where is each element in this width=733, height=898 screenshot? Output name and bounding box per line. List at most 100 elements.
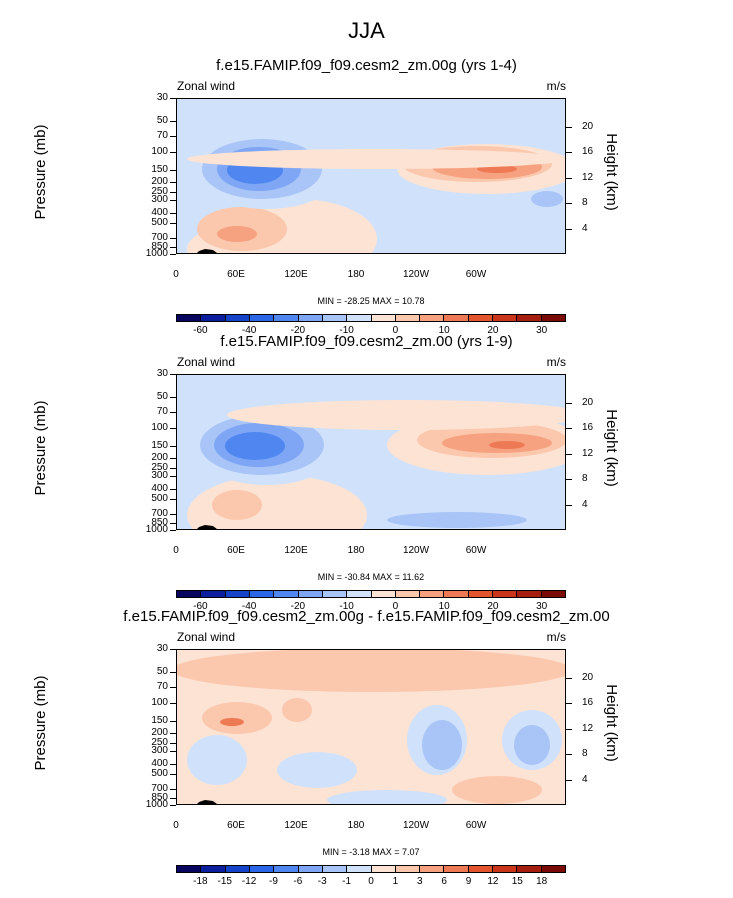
height-tick [566, 677, 572, 679]
pressure-tick [170, 743, 176, 745]
contour-region [531, 191, 563, 207]
pressure-tick [170, 764, 176, 766]
colorbar-swatch [395, 866, 421, 872]
pressure-tick-label: 250 [151, 186, 168, 198]
colorbar-swatch [298, 315, 323, 321]
x-tick-label: 120W [402, 545, 430, 556]
colorbar-swatch [177, 591, 202, 597]
height-tick-label: 16 [582, 146, 594, 158]
colorbar-swatch [541, 315, 565, 321]
contour-region [187, 735, 247, 785]
height-tick-label: 8 [582, 197, 588, 209]
colorbar-label: -20 [290, 325, 306, 336]
colorbar-swatch [420, 591, 445, 597]
colorbar-swatch [371, 591, 396, 597]
colorbar-swatch [517, 866, 542, 872]
colorbar-swatch [493, 591, 518, 597]
contour-region [220, 718, 244, 726]
variable-label: Zonal wind [177, 630, 236, 644]
pressure-tick-label: 150 [151, 163, 168, 175]
colorbar-swatch [177, 315, 202, 321]
y2-axis-label: Height (km) [603, 133, 620, 211]
colorbar-swatch [420, 866, 445, 872]
colorbar-label: -60 [193, 601, 208, 612]
colorbar-swatch [274, 591, 299, 597]
pressure-tick-label: 700 [151, 508, 168, 520]
pressure-tick [170, 411, 176, 413]
colorbar-swatch [371, 315, 396, 321]
colorbar-swatch [322, 315, 348, 321]
colorbar-label: 18 [536, 876, 548, 887]
colorbar-label: -10 [339, 325, 354, 336]
x-tick-label: 120W [402, 269, 430, 280]
pressure-tick-label: 50 [156, 114, 168, 126]
pressure-tick [170, 213, 176, 215]
pressure-tick [170, 458, 176, 460]
pressure-tick-label: 70 [156, 680, 168, 692]
pressure-tick-label: 200 [151, 176, 168, 188]
x-tick-label: 180 [347, 820, 365, 831]
contour-region [327, 790, 447, 804]
pressure-tick-label: 400 [151, 207, 168, 219]
pressure-tick [170, 671, 176, 673]
pressure-tick-label: 300 [151, 470, 168, 482]
pressure-tick-label: 100 [151, 421, 168, 433]
pressure-tick [170, 476, 176, 478]
pressure-tick-label: 100 [151, 696, 168, 708]
colorbar-swatch [395, 591, 421, 597]
pressure-tick [170, 686, 176, 688]
panel-title: f.e15.FAMIP.f09_f09.cesm2_zm.00g - f.e15… [123, 608, 610, 625]
colorbar-swatch [444, 591, 469, 597]
x-tick-label: 60E [227, 820, 245, 831]
pressure-tick-label: 30 [156, 92, 168, 103]
contour-region [387, 512, 527, 528]
height-tick [566, 504, 572, 506]
x-tick-label: 60W [465, 820, 487, 831]
height-tick [566, 177, 572, 179]
topography [197, 249, 217, 253]
pressure-tick [170, 169, 176, 171]
colorbar-swatch [225, 315, 250, 321]
pressure-tick [170, 489, 176, 491]
colorbar-swatch [444, 866, 469, 872]
y-axis-label: Pressure (mb) [32, 124, 49, 220]
pressure-tick [170, 120, 176, 122]
x-tick-label: 60E [227, 545, 245, 556]
pressure-tick [170, 246, 176, 248]
units-label: m/s [546, 79, 566, 93]
pressure-tick-label: 70 [156, 405, 168, 417]
height-tick [566, 453, 572, 455]
pressure-tick [170, 427, 176, 429]
pressure-tick [170, 522, 176, 524]
contour-region [277, 752, 357, 788]
units-label: m/s [546, 630, 566, 644]
x-tick-label: 120E [284, 545, 308, 556]
pressure-tick-label: 500 [151, 493, 168, 505]
pressure-tick-label: 30 [156, 368, 168, 379]
y-axis-label: Pressure (mb) [32, 400, 49, 496]
pressure-tick [170, 774, 176, 776]
pressure-tick [170, 223, 176, 225]
colorbar-labels: -60 -40 -20 -10 0 10 20 30 [176, 601, 566, 615]
colorbar-labels: -60 -40 -20 -10 0 10 20 30 [176, 325, 566, 339]
colorbar-swatch [541, 591, 565, 597]
colorbar-label: -20 [290, 601, 306, 612]
height-tick-label: 12 [582, 171, 594, 183]
colorbar-swatch [201, 315, 226, 321]
pressure-tick-label: 400 [151, 483, 168, 495]
variable-label: Zonal wind [177, 355, 236, 369]
x-tick-label: 60W [465, 269, 487, 280]
pressure-tick-label: 1000 [145, 524, 168, 535]
colorbar-swatch [493, 866, 518, 872]
pressure-tick [170, 530, 176, 531]
topography [197, 525, 217, 529]
pressure-tick-label: 250 [151, 462, 168, 474]
pressure-tick [170, 192, 176, 194]
pressure-tick [170, 499, 176, 501]
pressure-tick [170, 182, 176, 184]
chart-panel: f.e15.FAMIP.f09_f09.cesm2_zm.00g - f.e15… [0, 608, 733, 898]
pressure-tick [170, 374, 176, 375]
contour-plot [176, 98, 566, 254]
contour-region [177, 650, 565, 692]
pressure-tick [170, 468, 176, 470]
